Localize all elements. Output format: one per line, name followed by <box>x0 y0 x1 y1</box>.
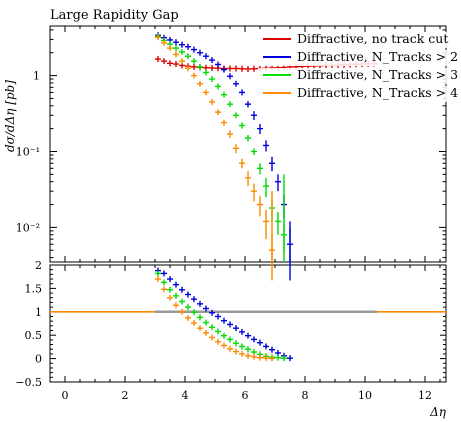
ratio-tick-label: 1.5 <box>25 282 43 295</box>
y-tick-labels: 1 10⁻¹ 10⁻² <box>16 70 40 235</box>
x-tick-label: 6 <box>242 389 249 402</box>
y-tick-label: 10⁻¹ <box>16 145 40 158</box>
legend-background <box>258 50 448 66</box>
ratio-tick-label: 1 <box>35 306 42 319</box>
legend-label: Diffractive, N_Tracks > 2 <box>297 49 458 64</box>
legend-label: Diffractive, N_Tracks > 4 <box>297 85 458 100</box>
ratio-tick-labels: 2 1.5 1 0.5 0 −0.5 <box>15 259 42 389</box>
x-axis-label: Δη <box>429 405 447 419</box>
x-tick-label: 2 <box>122 389 129 402</box>
legend: Diffractive, no track cut Diffractive, N_… <box>258 31 458 102</box>
x-tick-label: 10 <box>358 389 372 402</box>
legend-label: Diffractive, N_Tracks > 3 <box>297 67 458 82</box>
y-axis-label: dσ/dΔη [pb] <box>3 80 17 152</box>
y-tick-label: 10⁻² <box>16 221 40 234</box>
legend-background <box>258 68 448 84</box>
main-panel-frame <box>49 25 447 263</box>
ratio-panel-frame <box>49 264 447 383</box>
x-tick-labels: 0 2 4 6 8 10 12 <box>62 389 433 402</box>
ratio-tick-label: 0.5 <box>25 329 43 342</box>
legend-background <box>258 32 448 48</box>
ratio-tick-label: 0 <box>35 353 42 366</box>
x-tick-label: 0 <box>62 389 69 402</box>
chart-title: Large Rapidity Gap <box>50 8 179 23</box>
y-tick-label: 1 <box>33 70 40 83</box>
legend-label: Diffractive, no track cut <box>297 31 448 46</box>
x-tick-label: 8 <box>302 389 309 402</box>
legend-background <box>258 86 448 102</box>
ratio-series-points <box>50 267 446 362</box>
ratio-tick-label: 2 <box>35 259 42 272</box>
x-tick-label: 12 <box>418 389 432 402</box>
x-tick-label: 4 <box>182 389 189 402</box>
ratio-tick-label: −0.5 <box>15 376 42 389</box>
